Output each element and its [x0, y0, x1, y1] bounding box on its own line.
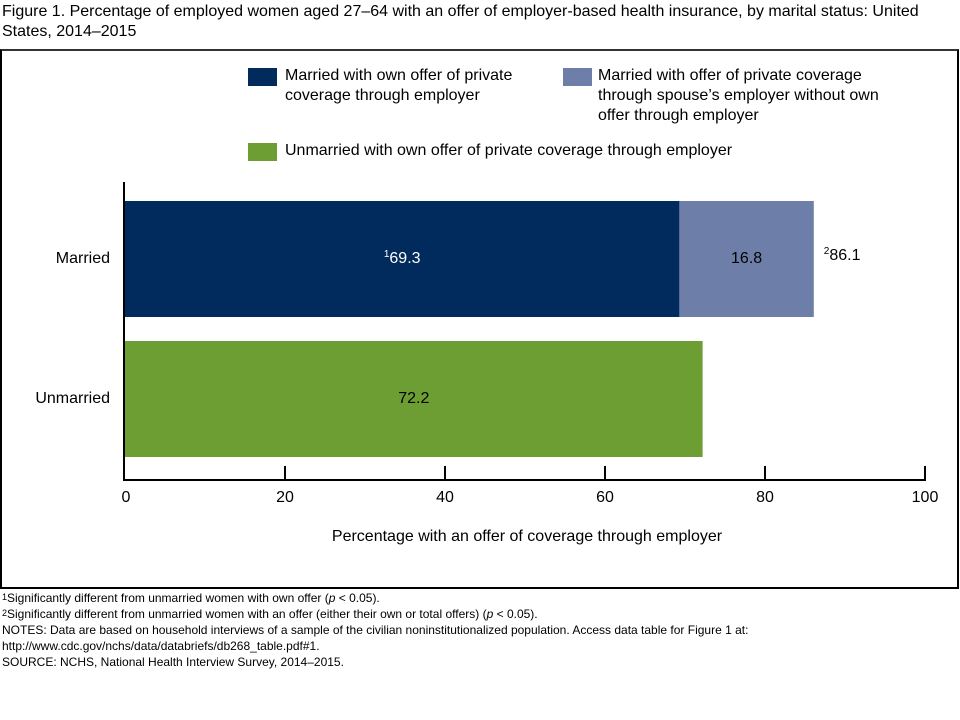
source-line: SOURCE: NCHS, National Health Interview … — [2, 655, 344, 669]
bar-unmarried-series-2 — [125, 341, 703, 457]
legend-label-line: Married with offer of private coverage — [598, 67, 862, 84]
bar-label-married-series-1: 16.8 — [731, 250, 762, 267]
total-label-married-superscript: 2 — [824, 246, 830, 257]
x-tick-label-80: 80 — [756, 489, 774, 506]
total-label-married-value: 86.1 — [829, 247, 860, 264]
legend-label-line: Married with own offer of private — [285, 67, 513, 84]
bar-chart: 169.3 16.8 Married 72.2 Unmarried 286.1 0 20 40 6… — [35, 182, 939, 545]
legend-label-line: Unmarried with own offer of private cove… — [285, 142, 733, 159]
bar-married-series-0 — [125, 201, 680, 317]
total-label-married: 286.1 — [824, 246, 861, 265]
notes-line-1: NOTES: Data are based on household inter… — [2, 623, 749, 637]
x-tick-label-40: 40 — [436, 489, 454, 506]
bar-label-married-series-0-value: 69.3 — [389, 250, 420, 267]
chart-frame — [0, 49, 959, 589]
figure-title: Figure 1. Percentage of employed women a… — [2, 3, 919, 40]
legend-label-line: offer through employer — [598, 107, 759, 124]
legend-label-line: through spouse’s employer without own — [598, 87, 879, 104]
legend-swatch-married-own — [248, 68, 277, 86]
x-axis-title: Percentage with an offer of coverage thr… — [332, 528, 723, 545]
bar-label-unmarried-series-2: 72.2 — [398, 390, 429, 407]
category-label-married: Married — [56, 250, 110, 267]
bar-label-married-series-0-superscript: 1 — [384, 249, 390, 260]
legend-label-line: coverage through employer — [285, 87, 480, 104]
x-tick-label-100: 100 — [912, 489, 939, 506]
x-tick-label-0: 0 — [122, 489, 131, 506]
x-tick-label-20: 20 — [276, 489, 294, 506]
footnote-2: 2Significantly different from unmarried … — [2, 607, 538, 621]
legend-swatch-unmarried-own — [248, 143, 277, 161]
category-label-unmarried: Unmarried — [35, 390, 110, 407]
x-tick-label-60: 60 — [596, 489, 614, 506]
bar-label-married-series-0: 169.3 — [384, 249, 421, 268]
legend-swatch-married-spouse — [563, 68, 592, 86]
bar-married-series-1 — [679, 201, 814, 317]
notes-line-2: http://www.cdc.gov/nchs/data/databriefs/… — [2, 639, 320, 653]
footnote-1: 1Significantly different from unmarried … — [2, 591, 380, 605]
footnotes: 1Significantly different from unmarried … — [2, 590, 952, 670]
